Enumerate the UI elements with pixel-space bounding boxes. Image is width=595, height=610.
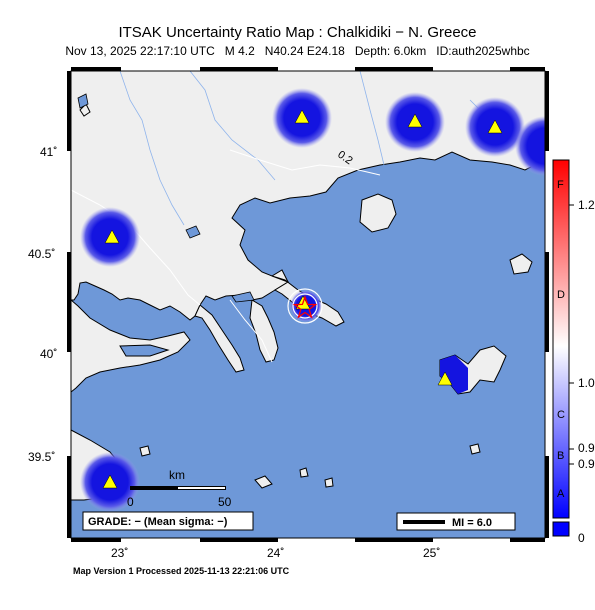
- colorbar-letter: D: [557, 289, 565, 301]
- station-triangle-icon: [294, 109, 310, 124]
- frame-ticks: [67, 67, 549, 542]
- sithonia-peninsula: [249, 299, 279, 363]
- latitude-label: 39.5˚: [28, 450, 55, 464]
- river: [359, 71, 385, 166]
- colorbar-letter: B: [557, 450, 564, 462]
- lake: [231, 291, 255, 303]
- colorbar-value: 1.0: [578, 376, 595, 390]
- small-island: [139, 445, 151, 457]
- colorbar-value: 0.9: [578, 441, 595, 455]
- uncertainty-area: [440, 355, 468, 394]
- thasos-island: [359, 193, 397, 233]
- event-depth: Depth: 6.0km: [354, 44, 427, 58]
- mi-legend-line: [403, 520, 445, 524]
- epicenter-star-icon: [292, 295, 318, 319]
- lake: [77, 93, 89, 109]
- river: [189, 71, 276, 181]
- colorbar-letter: A: [557, 488, 565, 500]
- uncertainty-area: [515, 116, 545, 176]
- grade-box: [82, 511, 254, 531]
- station-triangle-icon: [102, 474, 118, 489]
- latitude-label: 40.5˚: [28, 247, 55, 261]
- latitude-label: 41˚: [40, 145, 57, 159]
- colorbar-value: 1.2: [578, 198, 595, 212]
- event-id: ID:auth2025whbc: [436, 44, 530, 58]
- mi-legend-text: MI = 6.0: [452, 517, 492, 529]
- longitude-label: 25˚: [423, 546, 440, 560]
- scale-bar-segment: [178, 487, 225, 489]
- scale-unit: km: [169, 468, 185, 482]
- samothraki-island: [509, 253, 533, 275]
- colorbar-letter: F: [557, 179, 564, 191]
- lake: [185, 225, 201, 239]
- event-magnitude: M 4.2: [224, 44, 255, 58]
- grade-text: GRADE: − (Mean sigma: −): [88, 516, 228, 528]
- small-island: [254, 475, 273, 489]
- contour-line: [71, 189, 201, 306]
- river: [119, 71, 185, 226]
- colorbar-value: 0: [578, 531, 585, 545]
- colorbar-min-swatch: [552, 521, 570, 537]
- longitude-label: 24˚: [267, 546, 284, 560]
- map-title: ITSAK Uncertainty Ratio Map : Chalkidiki…: [118, 24, 477, 41]
- bay-inlet: [119, 344, 170, 357]
- colorbar-value: 0.9: [578, 457, 595, 471]
- station-triangle-icon: [104, 229, 120, 244]
- small-island: [324, 477, 334, 488]
- longitude-label: 23˚: [111, 546, 128, 560]
- intensity-ring: [287, 288, 323, 324]
- colorbar-ticks: [569, 204, 574, 465]
- intensity-ring: [292, 293, 318, 319]
- kassandra-peninsula: [194, 304, 245, 373]
- station-triangle-icon: [487, 119, 503, 134]
- event-date: Nov 13, 2025 22:17:10 UTC: [65, 44, 215, 58]
- map-footer: Map Version 1 Processed 2025-11-13 22:21…: [73, 566, 290, 576]
- station-triangle-icon: [437, 371, 453, 386]
- contour-line: [229, 299, 273, 363]
- scale-start: 0: [127, 495, 134, 509]
- colorbar: [552, 159, 570, 519]
- small-island: [469, 443, 481, 455]
- latitude-label: 40˚: [40, 347, 57, 361]
- small-island: [299, 467, 309, 478]
- scale-end: 50: [218, 495, 232, 509]
- event-location: N40.24 E24.18: [264, 44, 345, 58]
- colorbar-letter: C: [557, 409, 565, 421]
- event-info-line: Nov 13, 2025 22:17:10 UTC M 4.2 N40.24 E…: [0, 44, 595, 58]
- station-triangle-icon: [407, 113, 423, 128]
- mi-legend-box: [396, 512, 516, 531]
- contour-line: [229, 149, 381, 176]
